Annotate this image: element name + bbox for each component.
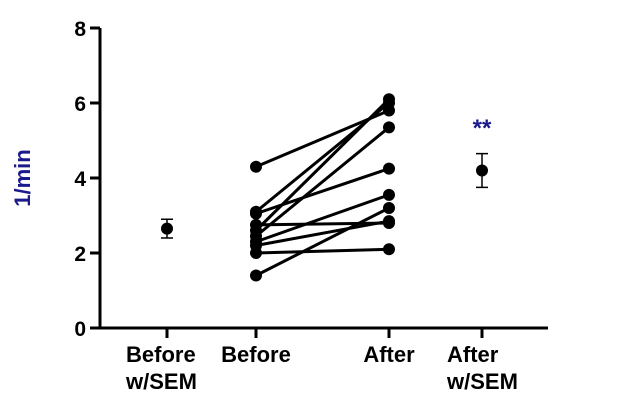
after-point — [383, 188, 395, 201]
y-ticks: 0 2 4 6 8 — [74, 18, 100, 341]
after-point — [383, 202, 395, 214]
after-point — [383, 162, 395, 175]
x-tick-label: After w/SEM — [446, 342, 518, 394]
pair-line — [255, 219, 390, 247]
y-tick-label: 6 — [74, 93, 86, 116]
y-axis-label: 1/min — [10, 149, 35, 206]
pair-line — [255, 126, 390, 238]
mean-point — [476, 164, 488, 177]
before-point — [250, 218, 262, 231]
x-tick-label-line: w/SEM — [446, 369, 518, 394]
significance-annotation: ** — [473, 115, 492, 142]
pair-line — [255, 167, 390, 216]
pair-line — [255, 221, 390, 227]
x-tick-label: Before w/SEM — [125, 342, 197, 394]
x-tick-label-line: After — [447, 342, 499, 367]
mean-point — [161, 222, 173, 235]
pair-line — [255, 206, 390, 277]
y-tick-label: 0 — [74, 318, 86, 341]
summary-series — [161, 152, 488, 239]
pair-line — [255, 109, 390, 169]
paired-series — [250, 93, 395, 282]
y-tick-label: 4 — [74, 168, 86, 191]
before-point — [250, 160, 262, 173]
x-tick-label-line: w/SEM — [125, 369, 197, 394]
y-axis: 0 2 4 6 8 — [74, 18, 102, 341]
pair-line — [255, 193, 390, 244]
x-tick-label-line: After — [363, 342, 415, 367]
after-point — [383, 104, 395, 117]
after-point — [383, 243, 395, 256]
y-tick-label: 8 — [74, 18, 86, 41]
x-tick-label-line: Before — [126, 342, 196, 367]
after-point — [383, 121, 395, 134]
x-tick-label: Before — [221, 342, 291, 367]
y-tick-label: 2 — [74, 243, 86, 266]
x-tick-label-line: Before — [221, 342, 291, 367]
pair-line — [255, 247, 390, 255]
after-point — [383, 217, 395, 229]
before-point — [250, 205, 262, 218]
before-point — [250, 269, 262, 282]
x-tick-label: After — [363, 342, 415, 367]
